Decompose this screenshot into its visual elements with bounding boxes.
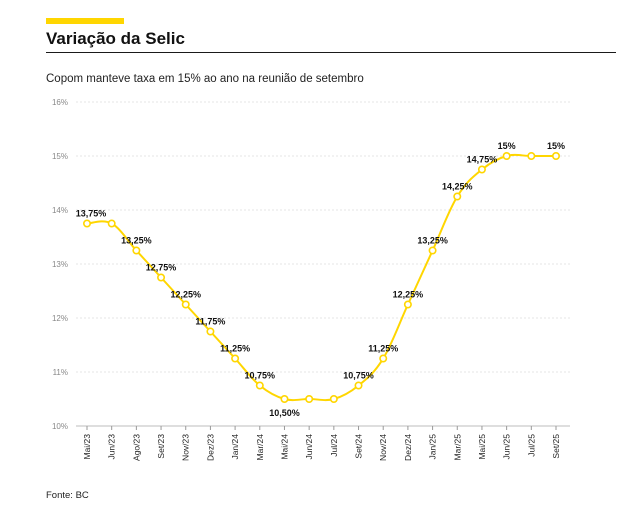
data-point	[255, 381, 264, 390]
x-tick-label: Dez/23	[205, 434, 215, 461]
data-point	[231, 354, 240, 363]
data-point	[477, 165, 486, 174]
x-tick-label: Nov/23	[181, 434, 191, 461]
data-label: 10,75%	[245, 371, 276, 381]
x-tick-label: Jan/24	[230, 434, 240, 460]
x-tick-label: Jun/24	[304, 434, 314, 460]
data-label: 12,25%	[170, 290, 201, 300]
y-tick-label: 11%	[53, 368, 68, 377]
x-tick-label: Jul/25	[526, 434, 536, 457]
data-point	[379, 354, 388, 363]
y-tick-label: 10%	[52, 422, 68, 431]
x-tick-label: Mai/24	[279, 434, 289, 460]
data-label: 11,25%	[368, 344, 398, 354]
data-label: 15%	[547, 141, 565, 151]
y-tick-label: 16%	[52, 98, 68, 107]
source-note: Fonte: BC	[46, 490, 89, 501]
title-divider	[46, 52, 616, 53]
data-point	[428, 246, 437, 255]
x-tick-label: Jun/25	[502, 434, 512, 460]
data-label: 13,25%	[121, 236, 152, 246]
data-point	[502, 152, 511, 161]
data-point	[206, 327, 215, 336]
data-point	[157, 273, 166, 282]
data-point	[132, 246, 141, 255]
data-label: 12,25%	[393, 290, 424, 300]
data-label: 10,75%	[343, 371, 374, 381]
data-point	[280, 394, 289, 403]
x-tick-label: Set/24	[354, 434, 364, 459]
data-label: 11,75%	[195, 317, 225, 327]
data-point	[305, 394, 314, 403]
data-label: 14,25%	[442, 182, 473, 192]
data-point	[527, 152, 536, 161]
x-tick-label: Jul/24	[329, 434, 339, 457]
chart-title: Variação da Selic	[46, 29, 185, 48]
x-tick-label: Mai/23	[82, 434, 92, 460]
data-label: 12,75%	[146, 263, 177, 273]
data-point	[403, 300, 412, 309]
x-tick-label: Set/23	[156, 434, 166, 459]
y-tick-label: 12%	[52, 314, 68, 323]
data-label: 10,50%	[269, 408, 300, 418]
data-point	[181, 300, 190, 309]
x-tick-label: Dez/24	[403, 434, 413, 461]
x-tick-label: Nov/24	[378, 434, 388, 461]
data-label: 13,25%	[417, 236, 448, 246]
data-point	[453, 192, 462, 201]
data-point	[354, 381, 363, 390]
data-label: 15%	[498, 141, 516, 151]
x-tick-label: Mar/24	[255, 434, 265, 461]
y-tick-label: 13%	[52, 260, 68, 269]
data-label: 13,75%	[76, 209, 107, 219]
x-tick-label: Set/25	[551, 434, 561, 459]
data-point	[83, 219, 92, 228]
x-tick-label: Jan/25	[428, 434, 438, 460]
y-tick-label: 14%	[52, 206, 68, 215]
data-label: 14,75%	[467, 155, 498, 165]
data-point	[107, 219, 116, 228]
x-tick-label: Mar/25	[452, 434, 462, 461]
x-tick-label: Mai/25	[477, 434, 487, 460]
chart-subtitle: Copom manteve taxa em 15% ao ano na reun…	[46, 73, 364, 85]
data-label: 11,25%	[220, 344, 250, 354]
data-point	[329, 394, 338, 403]
data-point	[551, 152, 560, 161]
title-accent-bar	[46, 18, 124, 24]
x-tick-label: Ago/23	[131, 434, 141, 461]
y-tick-label: 15%	[52, 152, 68, 161]
x-tick-label: Jun/23	[107, 434, 117, 460]
